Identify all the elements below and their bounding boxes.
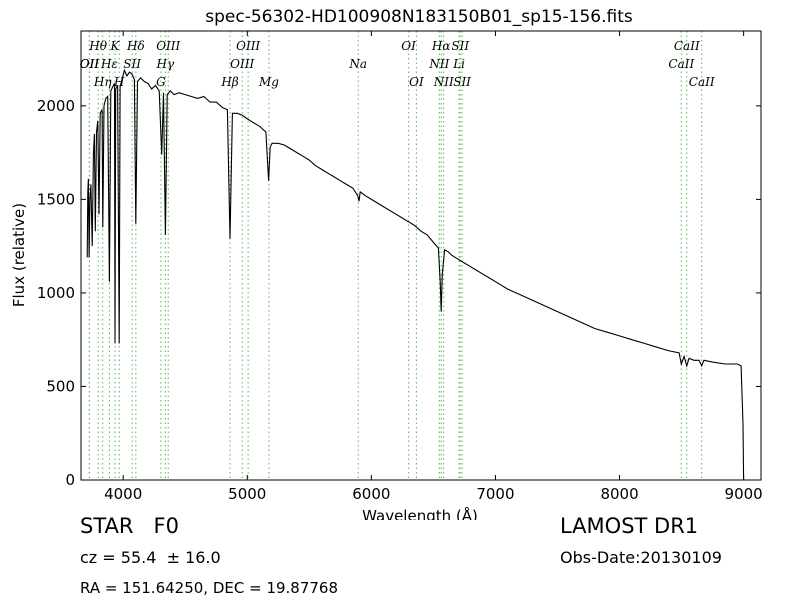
ra-dec: RA = 151.64250, DEC = 19.87768 xyxy=(80,579,339,597)
redshift-cz: cz = 55.4 ± 16.0 xyxy=(80,548,221,567)
line-label-22: Li xyxy=(452,57,465,71)
spectrum-line xyxy=(86,68,745,481)
line-markers xyxy=(88,31,703,480)
y-tick-label-2: 1000 xyxy=(37,284,75,302)
line-label-9: G xyxy=(156,75,166,89)
line-label-16: Na xyxy=(348,57,367,71)
line-label-11: OIII xyxy=(156,39,180,53)
observation-date: Obs-Date:20130109 xyxy=(560,548,722,567)
line-label-7: SII xyxy=(123,57,141,71)
line-label-25: CaII xyxy=(668,57,694,71)
line-label-10: Hγ xyxy=(156,57,175,71)
plot-frame xyxy=(80,30,762,481)
x-tick-label-0: 4000 xyxy=(104,485,142,503)
line-label-0: OII xyxy=(80,57,100,71)
survey-name: LAMOST DR1 xyxy=(560,514,699,538)
x-tick-label-5: 9000 xyxy=(725,485,763,503)
x-tick-label-1: 5000 xyxy=(228,485,266,503)
chart-title: spec-56302-HD100908N183150B01_sp15-156.f… xyxy=(205,7,633,27)
x-axis-label: Wavelength (Å) xyxy=(362,506,478,520)
line-label-17: OI xyxy=(401,39,416,53)
line-label-12: Hβ xyxy=(220,75,238,89)
line-label-26: CaII xyxy=(674,39,700,53)
y-axis-ticks: 0 500 1000 1500 2000 xyxy=(37,97,761,489)
line-label-15: Mg xyxy=(258,75,279,89)
line-label-2: Hθ xyxy=(88,39,107,53)
line-marker-labels: OIIOIIHθHηHεKHSIIHδGHγOIIIHβOIIIOIIIMgNa… xyxy=(80,39,715,89)
line-label-3: Hη xyxy=(93,75,112,89)
x-tick-label-4: 8000 xyxy=(600,485,638,503)
y-axis-label: Flux (relative) xyxy=(10,203,28,307)
y-tick-label-3: 1500 xyxy=(37,190,75,208)
x-tick-label-2: 6000 xyxy=(352,485,390,503)
line-label-20: Hα xyxy=(431,39,451,53)
line-label-5: K xyxy=(110,39,121,53)
object-class: STAR F0 xyxy=(80,514,179,538)
y-tick-label-1: 500 xyxy=(46,377,75,395)
y-tick-label-4: 2000 xyxy=(37,97,75,115)
x-tick-label-3: 7000 xyxy=(476,485,514,503)
line-label-4: Hε xyxy=(100,57,118,71)
line-label-8: Hδ xyxy=(126,39,145,53)
line-label-21: NII xyxy=(433,75,454,89)
line-label-18: OI xyxy=(409,75,424,89)
x-axis-ticks: 4000 5000 6000 7000 8000 9000 xyxy=(104,31,763,503)
line-label-27: CaII xyxy=(689,75,715,89)
line-label-13: OIII xyxy=(230,57,254,71)
line-label-1: OII xyxy=(80,57,100,71)
y-tick-label-0: 0 xyxy=(65,471,75,489)
line-label-14: OIII xyxy=(236,39,260,53)
line-label-19: NII xyxy=(428,57,449,71)
spectrum-chart: spec-56302-HD100908N183150B01_sp15-156.f… xyxy=(10,7,763,520)
line-label-24: SII xyxy=(453,75,471,89)
line-label-23: SII xyxy=(451,39,469,53)
